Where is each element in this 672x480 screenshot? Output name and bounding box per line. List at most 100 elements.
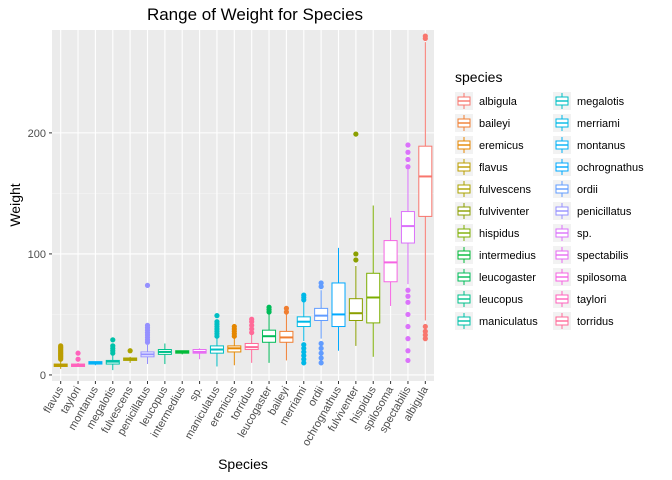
outlier-point — [214, 319, 220, 325]
outlier-point — [405, 357, 411, 364]
legend-item: merriami — [553, 114, 620, 132]
y-axis-ticks: 0 100 200 — [28, 128, 52, 382]
box-ochrognathus — [331, 247, 346, 351]
box-fulviventer — [348, 131, 363, 346]
box-spilosoma — [383, 217, 398, 306]
legend-label: sp. — [577, 228, 592, 240]
legend-item: taylori — [553, 290, 606, 308]
box-leucogaster — [262, 304, 277, 363]
legend-item: spectabilis — [553, 246, 629, 264]
legend-item: albigula — [455, 92, 518, 110]
y-tick-label: 200 — [28, 128, 46, 140]
legend-label: fulvescens — [479, 184, 531, 196]
legend-label: albigula — [479, 96, 518, 108]
outlier-point — [405, 164, 411, 170]
outlier-point — [127, 348, 133, 354]
x-axis-title: Species — [218, 456, 268, 472]
outlier-point — [110, 343, 116, 349]
legend-item: maniculatus — [455, 312, 538, 330]
box-sp — [192, 348, 207, 360]
legend-item: leucopus — [455, 290, 524, 308]
box-merriami — [296, 292, 311, 366]
legend-item: leucogaster — [455, 268, 536, 286]
legend-label: torridus — [577, 316, 614, 328]
legend-label: baileyi — [479, 118, 510, 130]
legend-label: leucopus — [479, 294, 524, 306]
outlier-point — [301, 352, 307, 359]
outlier-point — [144, 282, 151, 288]
legend-label: intermedius — [479, 250, 536, 262]
y-tick-label: 0 — [40, 370, 46, 382]
outlier-point — [301, 345, 307, 351]
box-taylori — [71, 350, 86, 367]
legend-label: ordii — [577, 184, 598, 196]
outlier-point — [283, 309, 290, 315]
box-iqr — [418, 145, 433, 217]
legend-label: spectabilis — [577, 250, 629, 262]
legend-label: hispidus — [479, 228, 520, 240]
box-flavus — [53, 343, 68, 369]
legend-item: baileyi — [455, 114, 510, 132]
box-hispidus — [366, 205, 381, 357]
outlier-point — [353, 131, 359, 137]
box-montanus — [88, 361, 103, 366]
outlier-point — [405, 311, 411, 318]
outlier-point — [249, 329, 255, 336]
outlier-point — [231, 323, 237, 330]
outlier-point — [405, 336, 411, 342]
outlier-point — [422, 332, 428, 338]
outlier-point — [405, 299, 411, 305]
box-albigula — [418, 33, 433, 342]
legend-label: megalotis — [577, 96, 625, 108]
outlier-point — [353, 257, 359, 263]
outlier-point — [405, 142, 411, 148]
outlier-point — [422, 336, 428, 342]
legend-item: penicillatus — [553, 202, 632, 220]
box-fulvescens — [123, 348, 138, 363]
box-plots — [53, 33, 433, 371]
outlier-point — [249, 322, 255, 328]
legend-label: penicillatus — [577, 206, 632, 218]
box-spectabilis — [400, 142, 415, 364]
outlier-point — [405, 149, 411, 155]
legend-label: taylori — [577, 294, 606, 306]
outlier-point — [301, 342, 307, 348]
legend: species albigula baileyi eremicus flavus ful… — [455, 69, 644, 330]
outlier-point — [75, 356, 81, 362]
legend-label: leucogaster — [479, 272, 536, 284]
legend-title: species — [455, 69, 502, 85]
x-axis-ticks: flavustaylorimontanusmegalotisfulvescens… — [42, 381, 431, 448]
box-baileyi — [279, 305, 294, 361]
legend-item: torridus — [553, 312, 614, 330]
outlier-point — [214, 313, 220, 319]
outlier-point — [318, 340, 324, 347]
box-iqr — [348, 298, 363, 321]
outlier-point — [405, 287, 411, 293]
legend-label: merriami — [577, 118, 620, 130]
outlier-point — [318, 355, 324, 361]
legend-item: eremicus — [455, 136, 524, 154]
plot-panel — [52, 30, 434, 381]
outlier-point — [422, 33, 428, 39]
outlier-point — [144, 322, 151, 328]
outlier-point — [301, 356, 307, 362]
legend-item: fulviventer — [455, 202, 529, 220]
box-iqr — [400, 211, 415, 244]
outlier-point — [249, 316, 255, 322]
outlier-point — [318, 280, 324, 286]
outlier-point — [283, 305, 290, 311]
box-torridus — [244, 316, 259, 363]
legend-label: fulviventer — [479, 206, 529, 218]
outlier-point — [422, 323, 428, 330]
box-iqr — [383, 240, 398, 283]
legend-item: ordii — [553, 180, 598, 198]
outlier-point — [266, 304, 272, 310]
legend-item: ochrognathus — [553, 158, 644, 176]
outlier-point — [301, 292, 307, 298]
outlier-point — [318, 283, 324, 290]
y-tick-label: 100 — [28, 249, 46, 261]
box-ordii — [314, 280, 329, 366]
box-intermedius — [175, 350, 190, 355]
outlier-point — [301, 360, 307, 366]
